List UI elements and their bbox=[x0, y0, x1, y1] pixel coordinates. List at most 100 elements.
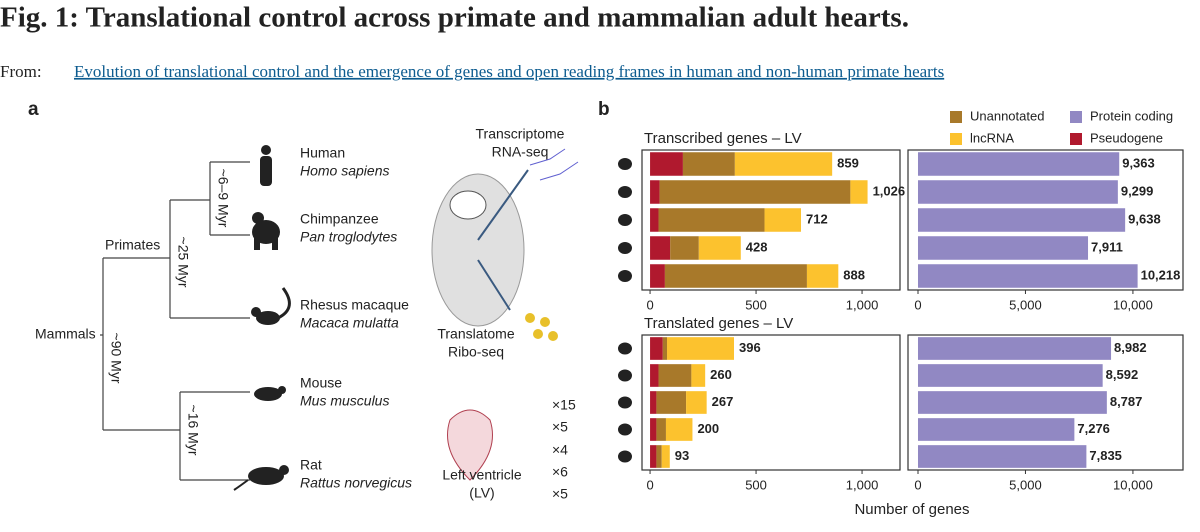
tree-branches bbox=[100, 161, 250, 481]
value-label: 7,276 bbox=[1077, 421, 1110, 436]
x-tick-label: 0 bbox=[646, 477, 653, 492]
x-tick-label: 500 bbox=[745, 477, 767, 492]
bar-segment bbox=[650, 418, 657, 441]
tree bbox=[100, 161, 250, 481]
bar-segment bbox=[658, 208, 765, 232]
bar-segment bbox=[650, 236, 671, 260]
total-label: 712 bbox=[806, 211, 828, 226]
bar-segment bbox=[650, 445, 657, 468]
total-label: 93 bbox=[675, 448, 689, 463]
species-icon bbox=[618, 342, 632, 355]
value-label: 8,982 bbox=[1114, 340, 1147, 355]
chart-title: Translated genes – LV bbox=[644, 315, 793, 332]
x-tick-label: 1,000 bbox=[846, 297, 879, 312]
divergence-label: ~16 Myr bbox=[185, 405, 201, 456]
species-name: Chimpanzee bbox=[300, 211, 379, 227]
x-tick-label: 10,000 bbox=[1113, 477, 1153, 492]
bar-segment bbox=[665, 418, 693, 441]
bar-segment bbox=[682, 152, 735, 176]
species-latin: Mus musculus bbox=[300, 393, 389, 409]
species-icon bbox=[618, 158, 632, 170]
species-name: Human bbox=[300, 145, 345, 161]
bar-segment bbox=[917, 236, 1089, 260]
x-tick-label: 5,000 bbox=[1009, 477, 1042, 492]
x-tick-label: 500 bbox=[745, 297, 767, 312]
legend-swatch bbox=[1070, 111, 1082, 123]
tissue-label: Left ventricle bbox=[442, 467, 522, 483]
bar-segment bbox=[698, 236, 741, 260]
value-label: 9,638 bbox=[1128, 211, 1161, 226]
value-label: 7,835 bbox=[1089, 448, 1122, 463]
bar-segment bbox=[650, 152, 683, 176]
bar-segment bbox=[850, 180, 868, 204]
figure-title: Fig. 1: Translational control across pri… bbox=[0, 2, 909, 34]
bar-segment bbox=[656, 418, 666, 441]
total-label: 260 bbox=[710, 367, 732, 382]
x-tick-label: 0 bbox=[914, 477, 921, 492]
divergence-label: ~25 Myr bbox=[175, 237, 191, 288]
bar-segment bbox=[650, 264, 665, 288]
bar-segment bbox=[917, 180, 1118, 204]
from-label: From: bbox=[0, 62, 42, 81]
bar-segment bbox=[917, 337, 1112, 360]
legend-swatch bbox=[950, 111, 962, 123]
bar-segment bbox=[917, 391, 1107, 414]
total-label: 267 bbox=[712, 394, 734, 409]
species-name: Rhesus macaque bbox=[300, 297, 409, 313]
species-icon bbox=[618, 396, 632, 409]
bar-segment bbox=[917, 364, 1103, 387]
clade-label: Mammals bbox=[35, 326, 96, 342]
bar-segment bbox=[662, 337, 668, 360]
bar-segment bbox=[686, 391, 707, 414]
bar-segment bbox=[764, 208, 801, 232]
plot-frame bbox=[641, 149, 901, 291]
bar-segment bbox=[691, 364, 706, 387]
bar-segment bbox=[664, 264, 807, 288]
total-label: 396 bbox=[739, 340, 761, 355]
cell-label: RNA-seq bbox=[492, 144, 549, 160]
panel-label: a bbox=[28, 99, 39, 120]
bar-segment bbox=[650, 208, 659, 232]
cell-label: Translatome bbox=[437, 326, 515, 342]
species-name: Mouse bbox=[300, 375, 342, 391]
species-icon bbox=[618, 270, 632, 282]
value-label: 8,787 bbox=[1110, 394, 1143, 409]
total-label: 428 bbox=[746, 239, 768, 254]
species-latin: Homo sapiens bbox=[300, 163, 390, 179]
value-label: 9,299 bbox=[1121, 183, 1154, 198]
total-label: 888 bbox=[843, 267, 865, 282]
sample-count: ×5 bbox=[552, 486, 568, 502]
legend-label: Protein coding bbox=[1090, 108, 1173, 123]
value-label: 9,363 bbox=[1122, 155, 1155, 170]
panel-label: b bbox=[598, 99, 610, 120]
bar-segment bbox=[806, 264, 839, 288]
bar-segment bbox=[661, 445, 670, 468]
article-link[interactable]: Evolution of translational control and t… bbox=[74, 62, 944, 81]
x-tick-label: 0 bbox=[646, 297, 653, 312]
x-tick-label: 5,000 bbox=[1009, 297, 1042, 312]
total-label: 200 bbox=[697, 421, 719, 436]
species-icon bbox=[618, 423, 632, 436]
sample-count: ×6 bbox=[552, 464, 568, 480]
species-latin: Pan troglodytes bbox=[300, 229, 397, 245]
divergence-label: ~6–9 Myr bbox=[215, 169, 231, 228]
divergence-label: ~90 Myr bbox=[108, 333, 124, 384]
sample-count: ×15 bbox=[552, 397, 576, 413]
species-icon bbox=[618, 450, 632, 463]
silhouettes bbox=[233, 145, 291, 491]
species-latin: Rattus norvegicus bbox=[300, 475, 412, 491]
cell-label: Transcriptome bbox=[476, 126, 565, 142]
legend-label: Unannotated bbox=[970, 108, 1044, 123]
species-latin: Macaca mulatta bbox=[300, 315, 399, 331]
sample-count: ×5 bbox=[552, 419, 568, 435]
plot-frame bbox=[907, 149, 1184, 291]
bar-segment bbox=[656, 445, 662, 468]
bar-segment bbox=[734, 152, 833, 176]
plot-frame bbox=[641, 334, 901, 471]
legend-swatch bbox=[1070, 133, 1082, 145]
total-label: 859 bbox=[837, 155, 859, 170]
legend-label: lncRNA bbox=[970, 130, 1014, 145]
bar-segment bbox=[659, 180, 851, 204]
bar-segment bbox=[917, 208, 1126, 232]
